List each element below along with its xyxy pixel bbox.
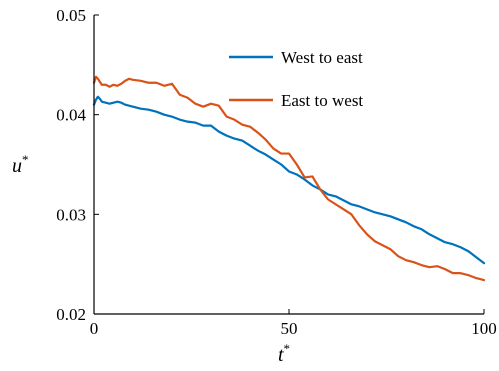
y-axis-label: u* <box>12 152 29 177</box>
y-tick-label: 0.04 <box>56 106 86 125</box>
series-layer <box>92 75 486 282</box>
tick-layer: 0 50 100 0.02 0.03 0.04 0.05 <box>56 6 497 338</box>
x-axis-label: t* <box>278 341 290 366</box>
series-line-2 <box>92 75 486 282</box>
x-tick-label: 50 <box>281 319 298 338</box>
x-tick-label: 0 <box>90 319 99 338</box>
y-tick-label: 0.03 <box>56 205 86 224</box>
x-tick-label: 100 <box>471 319 497 338</box>
y-tick-label: 0.05 <box>56 6 86 25</box>
legend-label-1: West to east <box>281 48 363 67</box>
series-line-1 <box>92 95 486 265</box>
legend-label-2: East to west <box>281 91 363 110</box>
y-tick-label: 0.02 <box>56 305 86 324</box>
legend: West to east East to west <box>229 48 363 110</box>
